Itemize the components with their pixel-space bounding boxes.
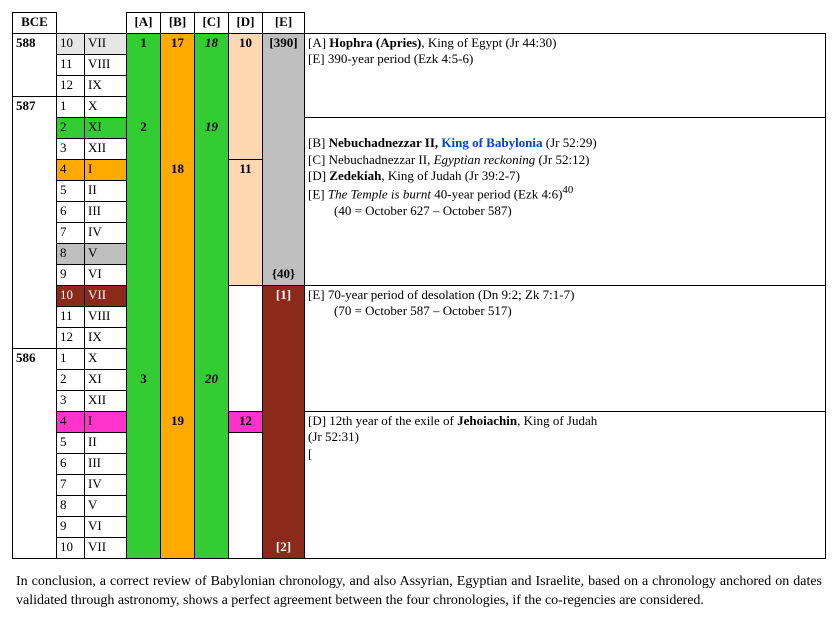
chronology-table: BCE [A] [B] [C] [D] [E] 588 10 VII 1 17 … <box>12 12 826 559</box>
notes-block4: [D] 12th year of the exile of Jehoiachin… <box>305 412 826 559</box>
notes-block3: [E] 70-year period of desolation (Dn 9:2… <box>305 286 826 412</box>
hdr-bce: BCE <box>13 13 57 34</box>
year-586: 586 <box>13 349 57 559</box>
conclusion-text: In conclusion, a correct review of Babyl… <box>16 573 822 611</box>
hdr-c: [C] <box>195 13 229 34</box>
row-588-10: 588 10 VII 1 17 18 10 [390] [A] Hophra (… <box>13 34 826 55</box>
year-588: 588 <box>13 34 57 97</box>
year-587: 587 <box>13 97 57 349</box>
notes-block2: [B] Nebuchadnezzar II, King of Babylonia… <box>305 118 826 286</box>
hdr-d: [D] <box>229 13 263 34</box>
hdr-b: [B] <box>161 13 195 34</box>
notes-block1: [A] Hophra (Apries), King of Egypt (Jr 4… <box>305 34 826 118</box>
hdr-a: [A] <box>127 13 161 34</box>
table-header: BCE [A] [B] [C] [D] [E] <box>13 13 826 34</box>
hdr-e: [E] <box>263 13 305 34</box>
